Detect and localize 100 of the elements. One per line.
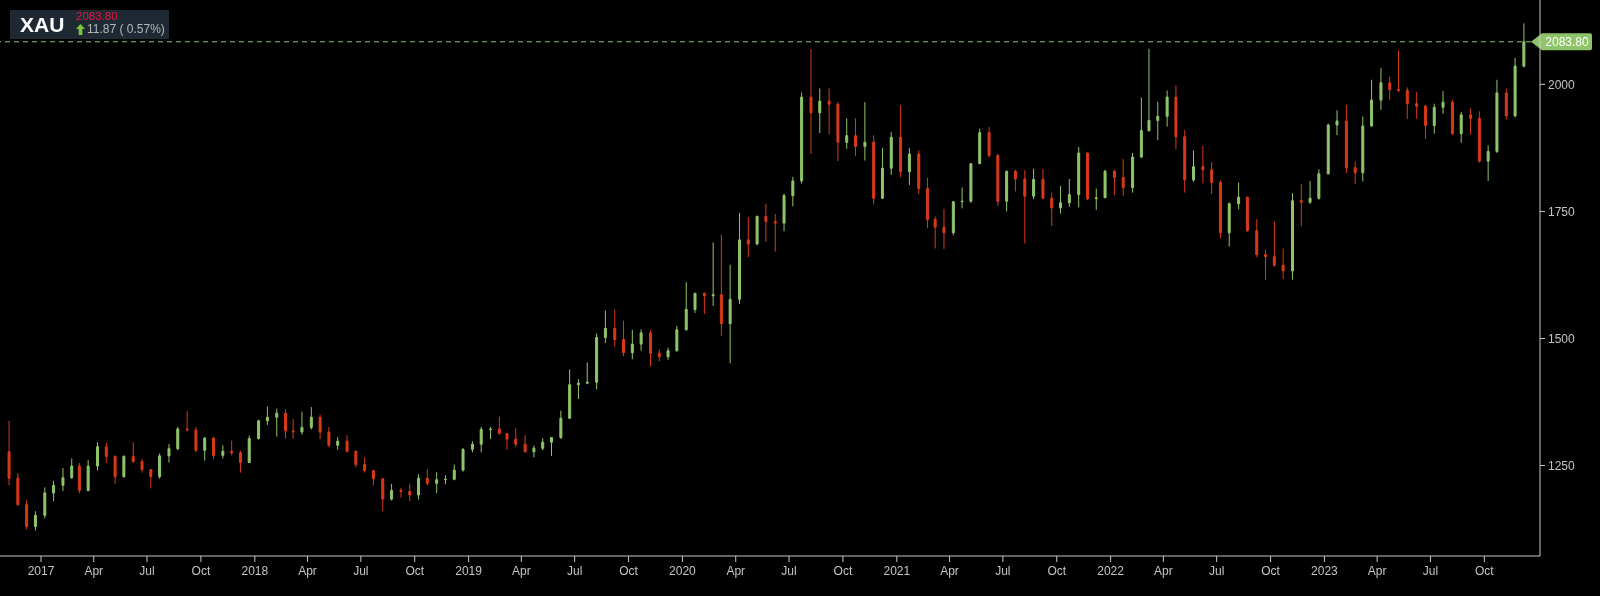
candlestick — [969, 162, 973, 204]
candlestick — [693, 292, 697, 314]
candlestick — [719, 234, 723, 337]
candlestick — [113, 454, 117, 485]
candlestick — [354, 449, 358, 469]
candlestick — [585, 361, 589, 385]
candlestick — [345, 434, 349, 453]
candlestick — [1050, 192, 1054, 227]
candlestick — [470, 440, 474, 453]
candlestick — [309, 406, 313, 430]
candlestick — [613, 309, 617, 348]
candlestick — [1041, 168, 1045, 200]
candlestick — [1023, 169, 1027, 244]
candlestick — [336, 436, 340, 451]
candlestick — [479, 426, 483, 453]
candlestick — [194, 426, 198, 453]
x-tick-label: Apr — [726, 564, 746, 578]
candlestick — [1103, 169, 1107, 199]
candlestick — [764, 203, 768, 243]
candlestick — [25, 499, 29, 531]
candlestick — [1094, 188, 1098, 211]
x-tick-label: Jul — [139, 564, 155, 578]
candlestick — [185, 410, 189, 432]
candlestick — [1131, 152, 1135, 194]
candlestick — [773, 213, 777, 253]
candlestick — [1059, 185, 1063, 214]
candlestick — [657, 349, 661, 362]
candlestick — [595, 332, 599, 390]
candlestick — [942, 208, 946, 250]
candlestick — [122, 454, 126, 479]
candlestick — [1067, 178, 1071, 208]
candlestick — [1441, 90, 1445, 115]
candlestick — [425, 468, 429, 486]
candlestick — [1388, 76, 1392, 101]
candlestick — [1459, 111, 1463, 144]
candlestick — [1210, 161, 1214, 195]
candlestick — [371, 469, 375, 486]
candlestick — [1432, 103, 1436, 135]
candlestick — [61, 467, 65, 492]
candlestick — [576, 378, 580, 400]
candlestick — [630, 329, 634, 360]
text: 2083.80 — [76, 10, 118, 23]
candlestick — [880, 147, 884, 200]
x-tick-label: Jul — [353, 564, 369, 578]
candlestick — [514, 427, 518, 448]
candlestick — [1255, 218, 1259, 258]
candlestick — [417, 473, 421, 501]
candlestick — [230, 440, 234, 456]
y-tick-label: 1750 — [1548, 204, 1576, 219]
candlestick — [140, 458, 144, 474]
candlestick — [702, 292, 706, 315]
candlestick — [435, 471, 439, 494]
candlestick — [1379, 67, 1383, 111]
candlestick — [203, 436, 207, 461]
x-tick-label: Jul — [1422, 564, 1439, 578]
candlestick — [987, 126, 991, 159]
x-tick-label: 2022 — [1097, 564, 1125, 578]
candlestick — [899, 104, 903, 178]
candlestick — [52, 480, 56, 502]
candlestick — [1192, 149, 1195, 183]
candlestick — [1147, 48, 1151, 133]
candlestick — [505, 432, 509, 451]
candlestick — [889, 131, 893, 176]
candlestick — [675, 325, 679, 353]
candlestick — [917, 149, 921, 195]
candlestick — [1469, 107, 1473, 136]
candlestick — [390, 483, 394, 502]
x-tick-label: Apr — [940, 564, 959, 578]
candlestick — [167, 443, 171, 463]
candlestick — [854, 117, 858, 157]
candlestick — [327, 426, 331, 448]
x-tick-label: Oct — [405, 564, 425, 578]
candlestick — [872, 134, 876, 205]
y-tick-label: 1250 — [1548, 458, 1576, 473]
candlestick — [1005, 170, 1009, 212]
candlestick — [622, 320, 626, 357]
candlestick — [1397, 49, 1401, 93]
candlestick — [933, 216, 937, 250]
candlestick — [86, 459, 90, 492]
candlestick — [452, 464, 456, 481]
candlestick — [1370, 79, 1374, 128]
x-tick-label: Oct — [1475, 564, 1495, 578]
x-tick-label: Oct — [619, 564, 639, 578]
candlestick — [1156, 101, 1160, 141]
candlestick — [77, 462, 81, 494]
candlestick — [1032, 168, 1036, 200]
candlestick — [1486, 144, 1490, 182]
candlestick — [1495, 79, 1499, 154]
candlestick — [104, 442, 108, 464]
candlestick — [497, 416, 501, 436]
candlestick — [291, 418, 295, 440]
candlestick — [1423, 104, 1427, 140]
candlestick — [1504, 87, 1508, 120]
candlestick — [318, 414, 322, 440]
x-tick-label: Jul — [781, 564, 797, 578]
candlestick — [43, 486, 47, 519]
candlestick — [1121, 158, 1125, 197]
x-tick-label: 2018 — [241, 564, 269, 578]
candlestick — [809, 48, 813, 155]
x-tick-label: Apr — [1367, 564, 1387, 578]
